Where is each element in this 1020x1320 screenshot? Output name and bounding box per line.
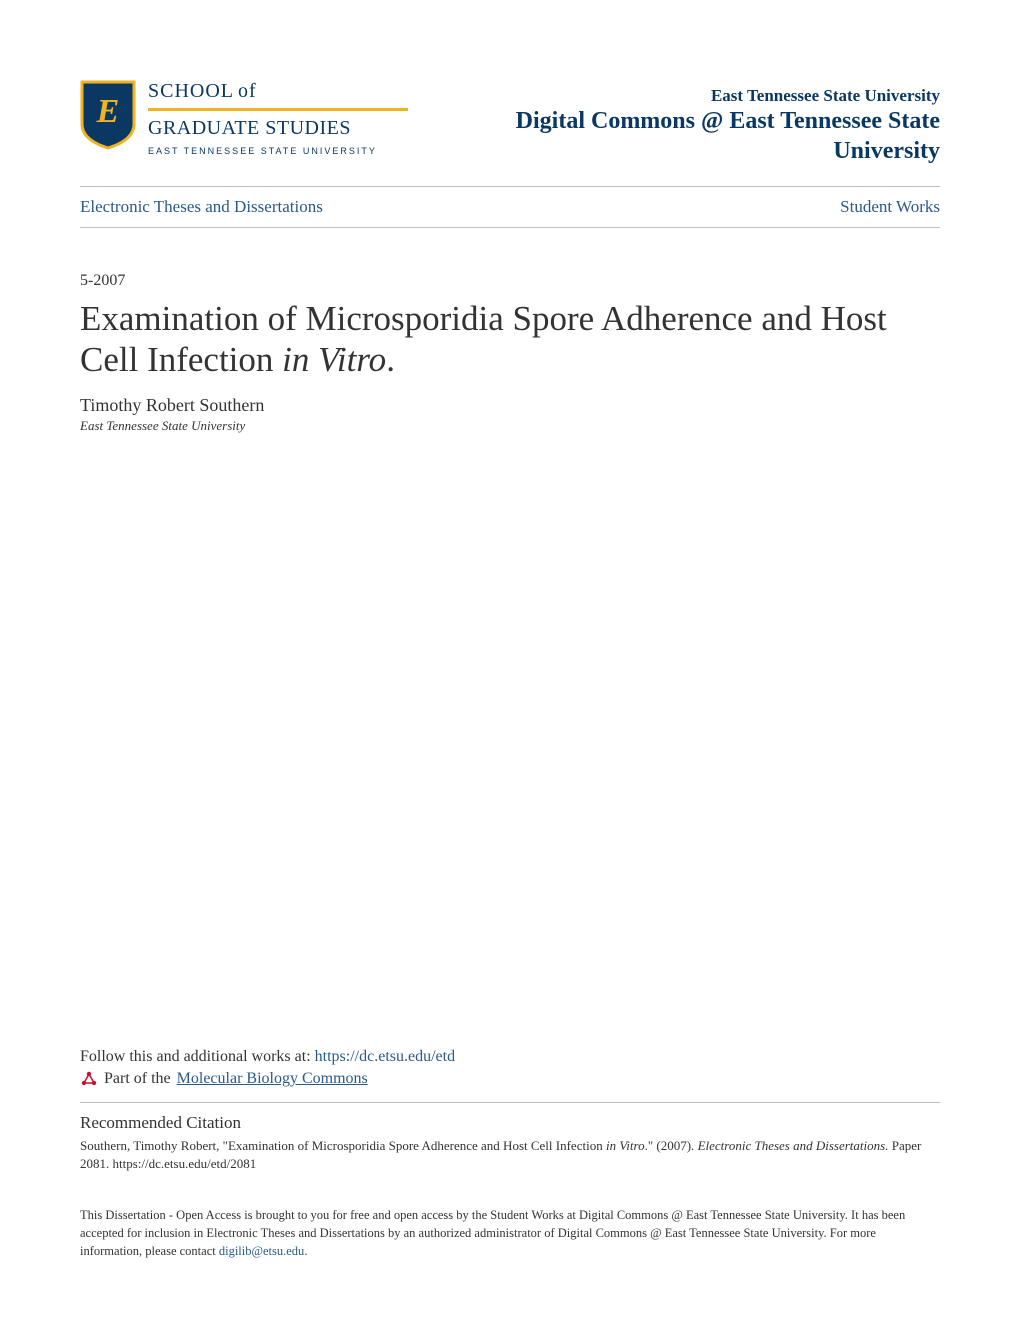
citation-italic1: in Vitro — [606, 1138, 645, 1153]
author-name: Timothy Robert Southern — [80, 395, 940, 416]
lower-block: Follow this and additional works at: htt… — [80, 1048, 940, 1260]
contact-email-link[interactable]: digilib@etsu.edu — [219, 1244, 304, 1258]
school-line2: GRADUATE STUDIES — [148, 117, 408, 140]
nav-row: Electronic Theses and Dissertations Stud… — [80, 197, 940, 217]
shield-logo: E — [80, 80, 136, 150]
rule-top — [80, 186, 940, 187]
title-italic: in Vitro — [282, 340, 386, 379]
follow-url-link[interactable]: https://dc.etsu.edu/etd — [315, 1048, 455, 1065]
network-icon — [80, 1070, 98, 1088]
partof-prefix: Part of the — [104, 1070, 171, 1088]
title-suffix: . — [386, 340, 395, 379]
partof-row: Part of the Molecular Biology Commons — [80, 1070, 940, 1088]
school-of: of — [238, 80, 257, 102]
recommended-citation-heading: Recommended Citation — [80, 1113, 940, 1133]
nav-collection-link[interactable]: Electronic Theses and Dissertations — [80, 197, 323, 217]
date-label: 5-2007 — [80, 272, 940, 290]
institution-name: East Tennessee State University — [408, 86, 940, 106]
school-subtitle: EAST TENNESSEE STATE UNIVERSITY — [148, 146, 408, 156]
disclaimer-post: . — [304, 1244, 307, 1258]
disclaimer-text: This Dissertation - Open Access is broug… — [80, 1206, 940, 1260]
citation-pre: Southern, Timothy Robert, "Examination o… — [80, 1138, 606, 1153]
title-main: Examination of Microsporidia Spore Adher… — [80, 299, 887, 379]
school-prefix: SCHOOL — [148, 80, 234, 102]
author-affiliation: East Tennessee State University — [80, 418, 940, 434]
repository-name: Digital Commons @ East Tennessee State U… — [408, 106, 940, 166]
header-row: E SCHOOL of GRADUATE STUDIES EAST TENNES… — [80, 80, 940, 166]
citation-italic2: Electronic Theses and Dissertations. — [698, 1138, 889, 1153]
school-text-block: SCHOOL of GRADUATE STUDIES EAST TENNESSE… — [148, 80, 408, 156]
partof-commons-link[interactable]: Molecular Biology Commons — [177, 1070, 368, 1088]
follow-line: Follow this and additional works at: htt… — [80, 1048, 940, 1066]
rule-below-nav — [80, 227, 940, 228]
svg-text:E: E — [96, 93, 120, 130]
logo-block: E SCHOOL of GRADUATE STUDIES EAST TENNES… — [80, 80, 408, 156]
school-line1: SCHOOL of — [148, 80, 408, 103]
follow-prefix: Follow this and additional works at: — [80, 1048, 315, 1065]
disclaimer-pre: This Dissertation - Open Access is broug… — [80, 1208, 905, 1258]
citation-mid: ." (2007). — [645, 1138, 698, 1153]
gold-rule — [148, 108, 408, 111]
citation-text: Southern, Timothy Robert, "Examination o… — [80, 1137, 940, 1173]
institution-block: East Tennessee State University Digital … — [408, 80, 940, 166]
nav-student-works-link[interactable]: Student Works — [840, 197, 940, 217]
page-title: Examination of Microsporidia Spore Adher… — [80, 298, 940, 381]
rule-above-citation — [80, 1102, 940, 1103]
